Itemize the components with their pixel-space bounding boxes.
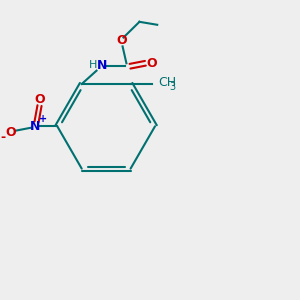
Text: 3: 3 (170, 82, 176, 92)
Text: O: O (34, 93, 45, 106)
Text: -: - (1, 131, 6, 144)
Text: O: O (116, 34, 127, 47)
Text: H: H (88, 60, 97, 70)
Text: CH: CH (158, 76, 176, 89)
Text: O: O (146, 57, 157, 70)
Text: +: + (39, 114, 47, 124)
Text: N: N (97, 59, 108, 72)
Text: O: O (5, 126, 16, 139)
Text: N: N (30, 120, 40, 133)
